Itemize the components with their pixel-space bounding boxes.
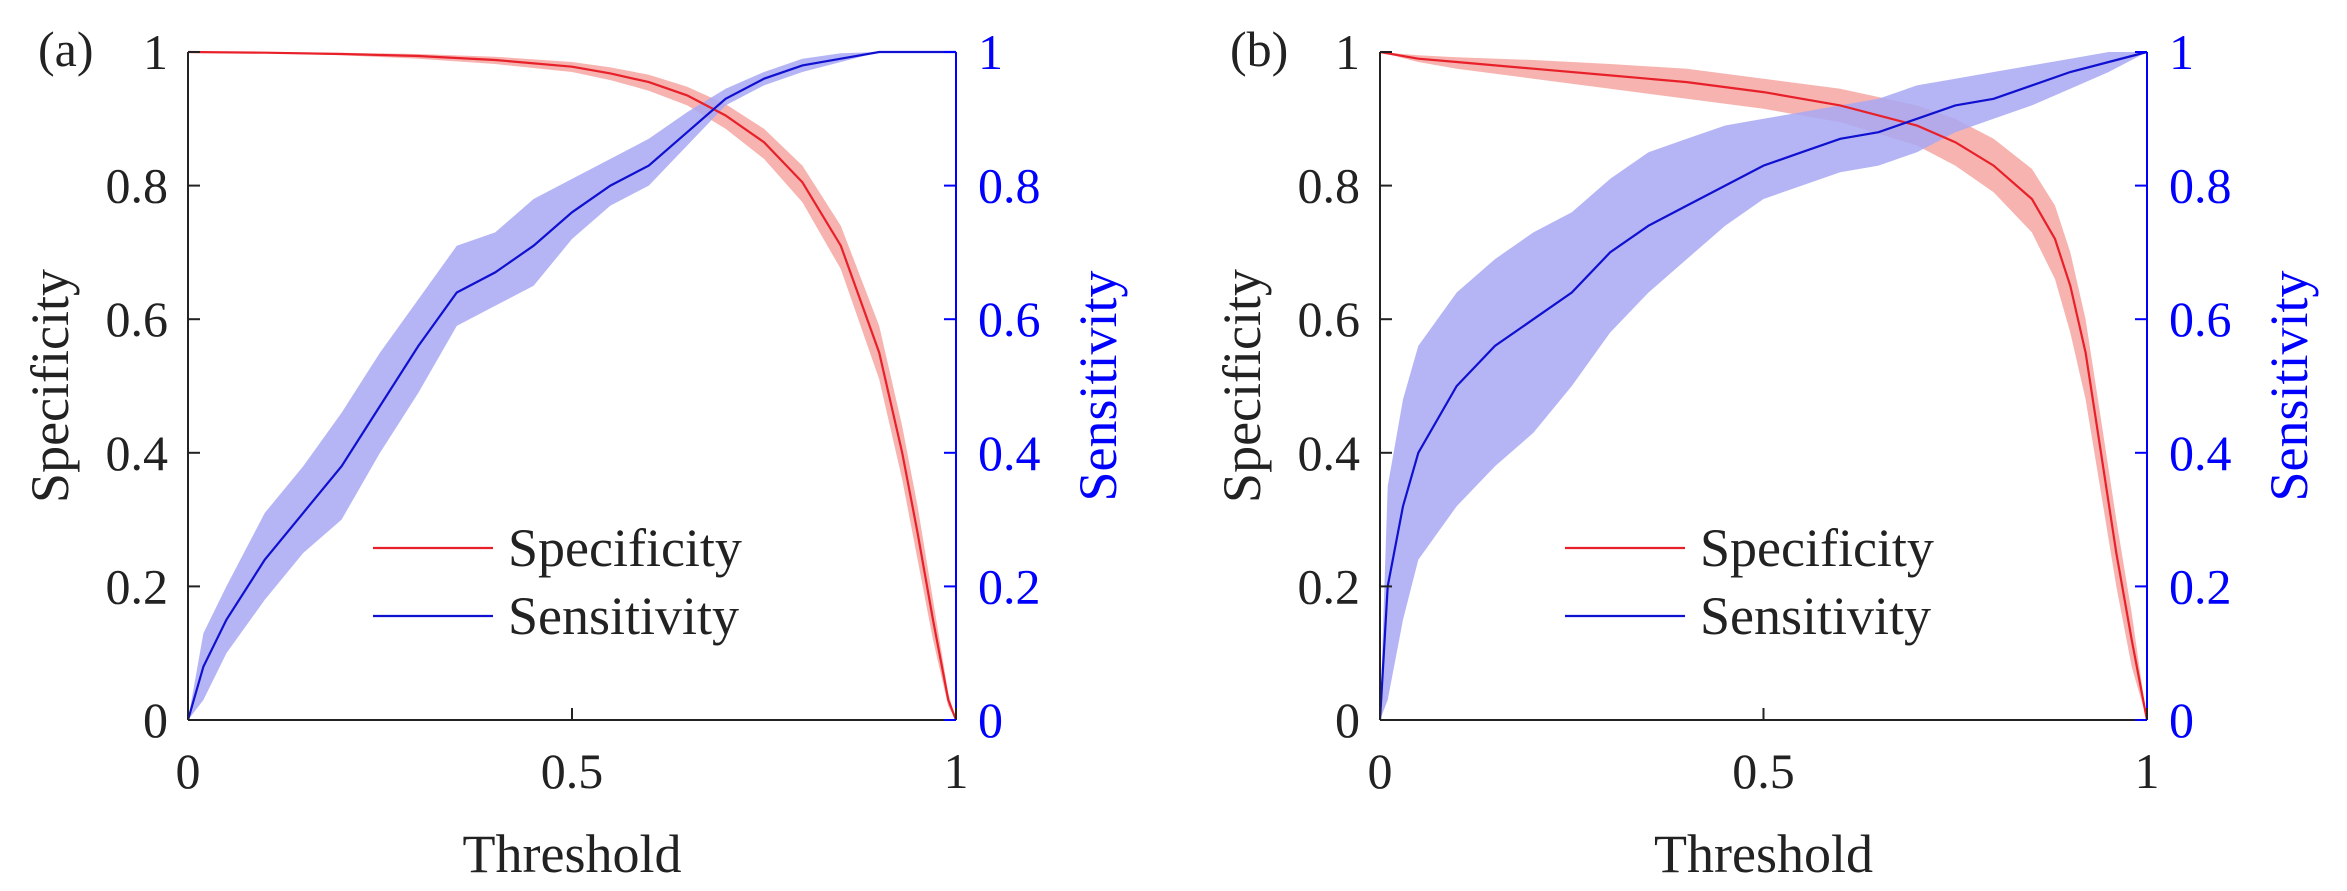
y-right-tick-label: 1 [2169, 24, 2194, 80]
y-axis-left-label: Specificity [20, 269, 80, 503]
y-right-tick-label: 0 [978, 692, 1003, 748]
x-axis-label: Threshold [463, 824, 682, 884]
sensitivity-confidence-band [1380, 52, 2147, 720]
x-tick-label: 0 [176, 743, 201, 799]
y-right-tick-label: 0.4 [978, 425, 1041, 481]
y-left-tick-label: 0 [143, 692, 168, 748]
y-axis-right-label: Sensitivity [1068, 270, 1128, 501]
y-left-tick-label: 1 [143, 24, 168, 80]
y-left-tick-label: 0.4 [1298, 425, 1361, 481]
legend-label-sensitivity: Sensitivity [1700, 586, 1931, 646]
x-tick-label: 0 [1368, 743, 1393, 799]
panel-label: (b) [1230, 21, 1288, 77]
y-left-tick-label: 0.6 [106, 291, 169, 347]
y-right-tick-label: 0.8 [978, 158, 1041, 214]
y-left-tick-label: 0.2 [106, 558, 169, 614]
y-left-tick-label: 0.8 [1298, 158, 1361, 214]
y-left-tick-label: 0.4 [106, 425, 169, 481]
y-right-tick-label: 0.6 [2169, 291, 2232, 347]
x-tick-label: 0.5 [1732, 743, 1795, 799]
x-axis-label: Threshold [1654, 824, 1873, 884]
x-tick-label: 1 [2135, 743, 2160, 799]
y-right-tick-label: 0 [2169, 692, 2194, 748]
sensitivity-line [1378, 50, 2148, 721]
y-axis-left-label: Specificity [1212, 269, 1272, 503]
panel-b: 0 0.5 100.20.40.60.8100.20.40.60.81Thresho… [1212, 21, 2319, 884]
legend-label-specificity: Specificity [1700, 518, 1934, 578]
legend-label-specificity: Specificity [508, 518, 742, 578]
x-tick-label: 1 [944, 743, 969, 799]
sensitivity-line [186, 50, 956, 721]
y-right-tick-label: 0.6 [978, 291, 1041, 347]
y-left-tick-label: 1 [1335, 24, 1360, 80]
y-right-tick-label: 1 [978, 24, 1003, 80]
y-axis-right-label: Sensitivity [2259, 270, 2319, 501]
y-left-tick-label: 0.8 [106, 158, 169, 214]
panel-a: 0 0.5 100.20.40.60.8100.20.40.60.81Thresho… [20, 21, 1128, 884]
y-right-tick-label: 0.8 [2169, 158, 2232, 214]
y-left-tick-label: 0.6 [1298, 291, 1361, 347]
y-left-tick-label: 0 [1335, 692, 1360, 748]
specificity-line [1379, 50, 2149, 721]
y-right-tick-label: 0.2 [2169, 558, 2232, 614]
x-tick-label: 0.5 [541, 743, 604, 799]
y-right-tick-label: 0.4 [2169, 425, 2232, 481]
sensitivity-confidence-band [188, 52, 956, 720]
legend-label-sensitivity: Sensitivity [508, 586, 739, 646]
y-left-tick-label: 0.2 [1298, 558, 1361, 614]
specificity-line [187, 50, 958, 721]
y-right-tick-label: 0.2 [978, 558, 1041, 614]
panel-label: (a) [38, 21, 94, 77]
